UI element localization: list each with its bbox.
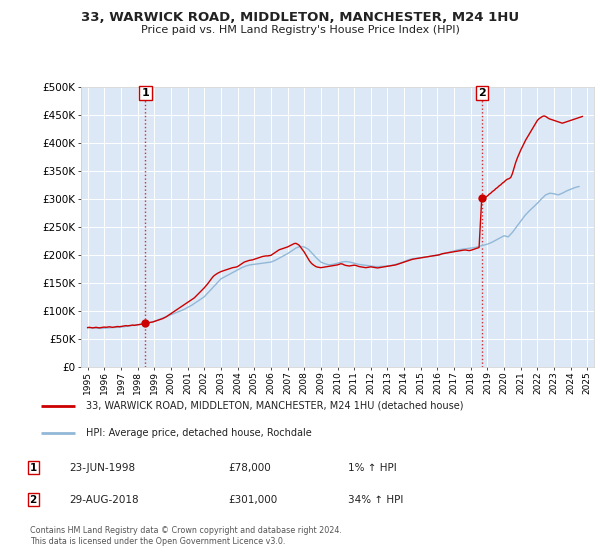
Text: Contains HM Land Registry data © Crown copyright and database right 2024.
This d: Contains HM Land Registry data © Crown c… <box>30 526 342 546</box>
Text: 23-JUN-1998: 23-JUN-1998 <box>69 463 135 473</box>
Text: 29-AUG-2018: 29-AUG-2018 <box>69 494 139 505</box>
Text: 2: 2 <box>29 494 37 505</box>
Text: 34% ↑ HPI: 34% ↑ HPI <box>348 494 403 505</box>
Text: 2: 2 <box>478 88 485 98</box>
Text: 33, WARWICK ROAD, MIDDLETON, MANCHESTER, M24 1HU: 33, WARWICK ROAD, MIDDLETON, MANCHESTER,… <box>81 11 519 24</box>
Text: £78,000: £78,000 <box>228 463 271 473</box>
Text: Price paid vs. HM Land Registry's House Price Index (HPI): Price paid vs. HM Land Registry's House … <box>140 25 460 35</box>
Text: 33, WARWICK ROAD, MIDDLETON, MANCHESTER, M24 1HU (detached house): 33, WARWICK ROAD, MIDDLETON, MANCHESTER,… <box>86 400 464 410</box>
Text: 1: 1 <box>142 88 149 98</box>
Text: 1% ↑ HPI: 1% ↑ HPI <box>348 463 397 473</box>
Text: HPI: Average price, detached house, Rochdale: HPI: Average price, detached house, Roch… <box>86 428 312 438</box>
Text: 1: 1 <box>29 463 37 473</box>
Text: £301,000: £301,000 <box>228 494 277 505</box>
